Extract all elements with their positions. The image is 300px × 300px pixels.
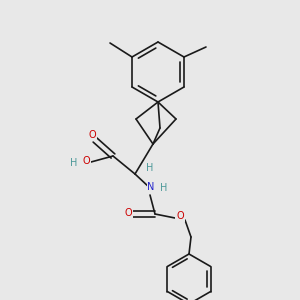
Text: H: H [70,158,78,168]
Text: O: O [124,208,132,218]
Text: H: H [160,183,168,193]
Text: O: O [82,156,90,166]
Text: O: O [176,211,184,221]
Text: O: O [88,130,96,140]
Text: H: H [146,163,154,173]
Text: N: N [147,182,155,192]
